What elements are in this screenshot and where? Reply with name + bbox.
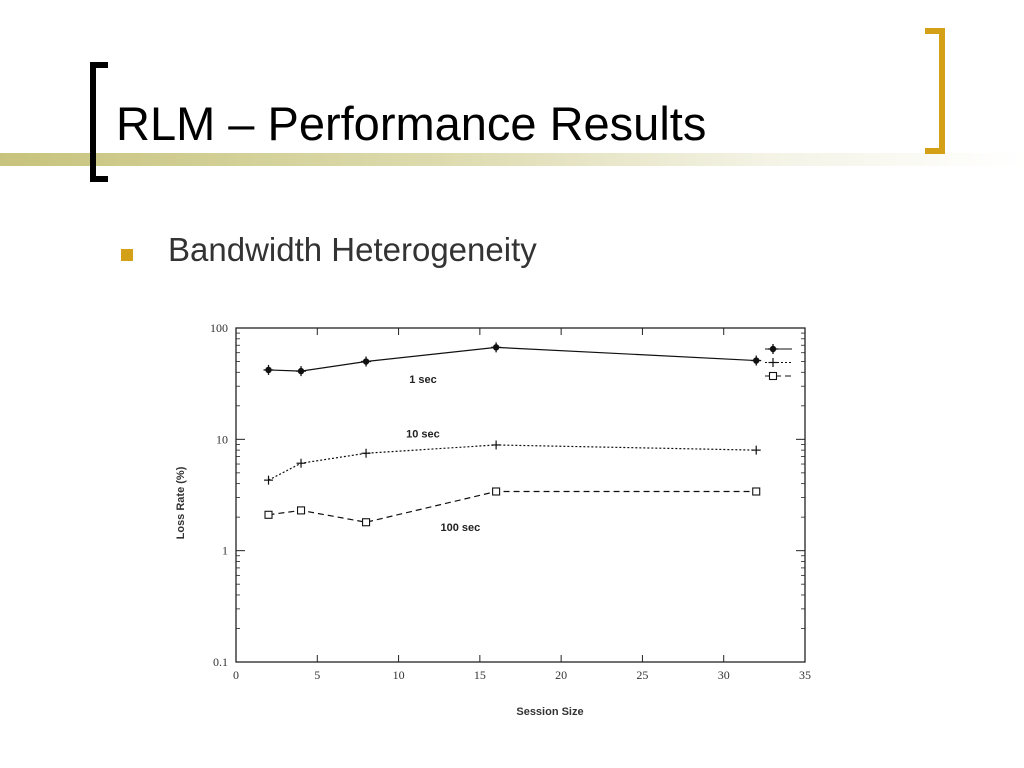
series-line-2 xyxy=(268,490,757,523)
y-tick-label: 100 xyxy=(210,321,228,335)
legend-marker-2 xyxy=(768,371,778,381)
y-tick-label: 10 xyxy=(216,432,228,446)
series-annotation-label: 1 sec xyxy=(409,374,437,386)
bullet-square-icon xyxy=(121,249,133,261)
x-tick-label: 30 xyxy=(718,668,730,682)
x-tick-label: 15 xyxy=(474,668,486,682)
x-axis-title: Session Size xyxy=(516,706,583,718)
x-tick-label: 35 xyxy=(799,668,811,682)
series-annotation-label: 100 sec xyxy=(440,522,480,534)
series-lines xyxy=(268,346,757,523)
series-2-point xyxy=(264,510,273,519)
slide-title: RLM – Performance Results xyxy=(116,97,707,150)
chart-legend xyxy=(765,344,792,381)
series-2-point xyxy=(362,518,371,527)
series-2-point xyxy=(492,487,501,496)
axis-ticks xyxy=(235,327,806,663)
x-tick-label: 0 xyxy=(233,668,239,682)
series-2-point xyxy=(752,487,761,496)
plot-area-frame xyxy=(235,327,806,663)
title-underline-band xyxy=(0,153,1024,166)
bullet-text: Bandwidth Heterogeneity xyxy=(168,231,537,268)
x-tick-label: 5 xyxy=(314,668,320,682)
series-2-point xyxy=(296,506,306,515)
y-tick-label: 1 xyxy=(222,544,228,558)
y-tick-label: 0.1 xyxy=(213,655,228,669)
series-annotations: 1 sec 10 sec 100 sec xyxy=(406,374,480,534)
x-tick-label: 20 xyxy=(555,668,567,682)
right-bracket-decoration xyxy=(925,28,945,154)
series-markers xyxy=(263,342,762,527)
left-bracket-decoration xyxy=(90,62,108,182)
axis-tick-labels: 0 5 10 15 20 25 30 35 0.1 1 10 100 xyxy=(210,321,811,682)
x-tick-label: 10 xyxy=(393,668,405,682)
series-annotation-label: 10 sec xyxy=(406,428,440,440)
x-tick-label: 25 xyxy=(636,668,648,682)
series-line-0 xyxy=(268,346,757,372)
series-line-1 xyxy=(268,444,757,481)
y-axis-title: Loss Rate (%) xyxy=(175,466,187,539)
